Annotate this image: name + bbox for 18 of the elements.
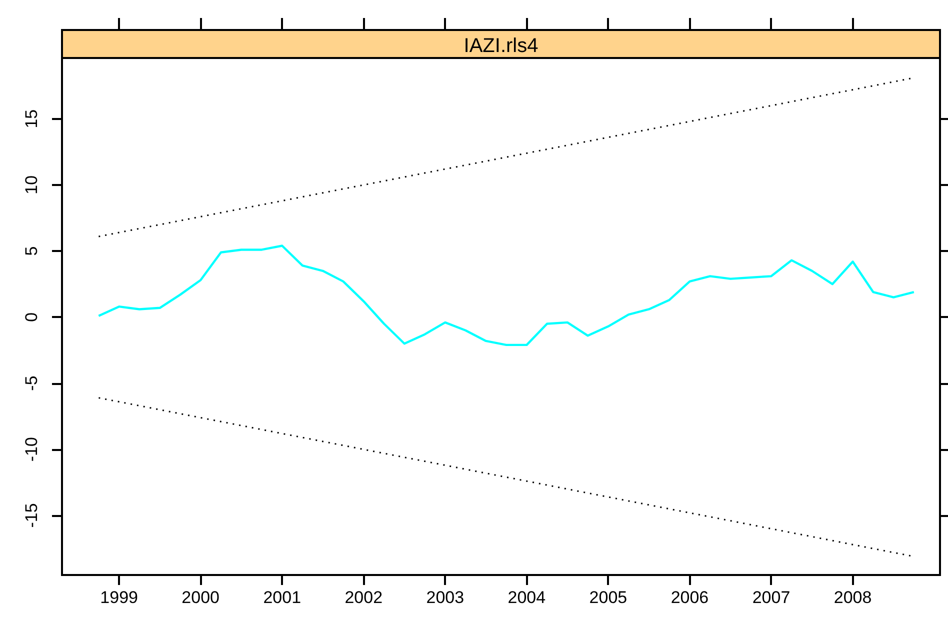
- y-tick-label: -5: [22, 376, 41, 391]
- x-tick-label: 1999: [100, 588, 138, 607]
- y-tick-label: -15: [22, 503, 41, 528]
- x-tick-label: 2002: [344, 588, 383, 607]
- x-tick-label: 2004: [508, 588, 546, 607]
- x-tick-label: 2001: [263, 588, 302, 607]
- x-tick-label: 2006: [670, 588, 709, 607]
- chart-title: IAZI.rls4: [464, 35, 538, 57]
- y-tick-label: 0: [22, 312, 41, 322]
- x-tick-label: 2008: [834, 588, 872, 607]
- y-tick-label: 10: [22, 175, 41, 194]
- x-tick-label: 2003: [426, 588, 464, 607]
- x-tick-label: 2000: [182, 588, 220, 607]
- y-tick-label: 15: [22, 109, 41, 128]
- y-tick-label: 5: [22, 246, 41, 256]
- x-tick-label: 2005: [589, 588, 628, 607]
- x-tick-label: 2007: [752, 588, 790, 607]
- y-tick-label: -10: [22, 437, 41, 462]
